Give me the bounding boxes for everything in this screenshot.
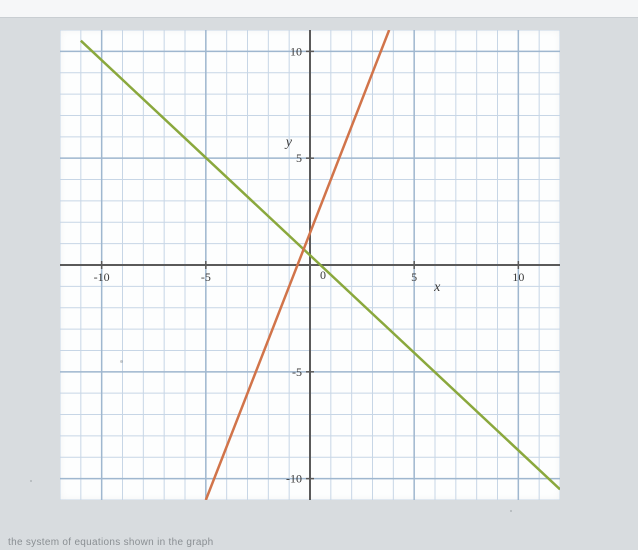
chart-svg: -10-50510-10-5510 yx	[60, 30, 560, 500]
x-axis-label: x	[433, 280, 441, 295]
dust-speck	[120, 360, 123, 363]
x-tick-label: 10	[512, 270, 524, 284]
x-tick-label: 5	[411, 270, 417, 284]
y-tick-label: 10	[290, 44, 302, 58]
x-tick-label: 0	[320, 268, 326, 282]
coordinate-chart: -10-50510-10-5510 yx	[60, 30, 560, 500]
footer-caption: the system of equations shown in the gra…	[8, 537, 214, 548]
y-tick-label: 5	[296, 151, 302, 165]
axis-labels: yx	[284, 135, 441, 295]
x-tick-label: -5	[201, 270, 211, 284]
y-axis-label: y	[284, 135, 293, 150]
page-top-band	[0, 0, 638, 18]
dust-speck	[30, 480, 32, 482]
y-tick-label: -5	[292, 365, 302, 379]
x-tick-label: -10	[94, 270, 110, 284]
y-tick-label: -10	[286, 472, 302, 486]
dust-speck	[510, 510, 512, 512]
